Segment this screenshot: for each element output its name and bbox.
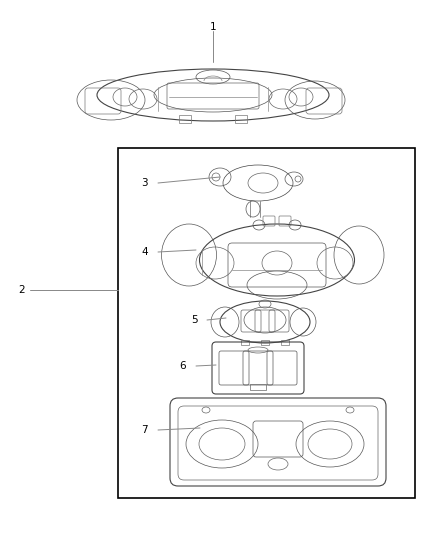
Text: 6: 6 [180,361,186,371]
Text: 2: 2 [19,285,25,295]
Text: 5: 5 [191,315,198,325]
Bar [281,340,289,345]
Text: 4: 4 [141,247,148,257]
Bar [235,115,247,123]
Text: 1: 1 [210,22,216,32]
Bar [179,115,191,123]
Bar [241,340,249,345]
Bar [118,148,415,498]
Text: 7: 7 [141,425,148,435]
Bar [261,340,269,345]
Bar [250,384,266,390]
Text: 3: 3 [141,178,148,188]
